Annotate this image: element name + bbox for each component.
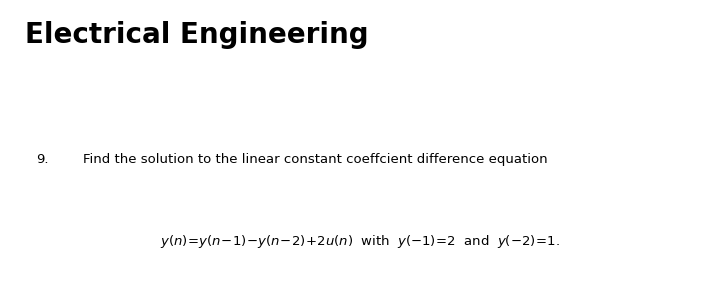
Text: $y(n)\!=\!y(n\!-\!1)\!-\!y(n\!-\!2)\!+\!2u(n)$  with  $y(-1)\!=\!2$  and  $y(-2): $y(n)\!=\!y(n\!-\!1)\!-\!y(n\!-\!2)\!+\!… <box>160 233 560 250</box>
Text: Find the solution to the linear constant coeffcient difference equation: Find the solution to the linear constant… <box>83 153 547 166</box>
Text: 9.: 9. <box>36 153 48 166</box>
Text: Electrical Engineering: Electrical Engineering <box>25 21 369 49</box>
